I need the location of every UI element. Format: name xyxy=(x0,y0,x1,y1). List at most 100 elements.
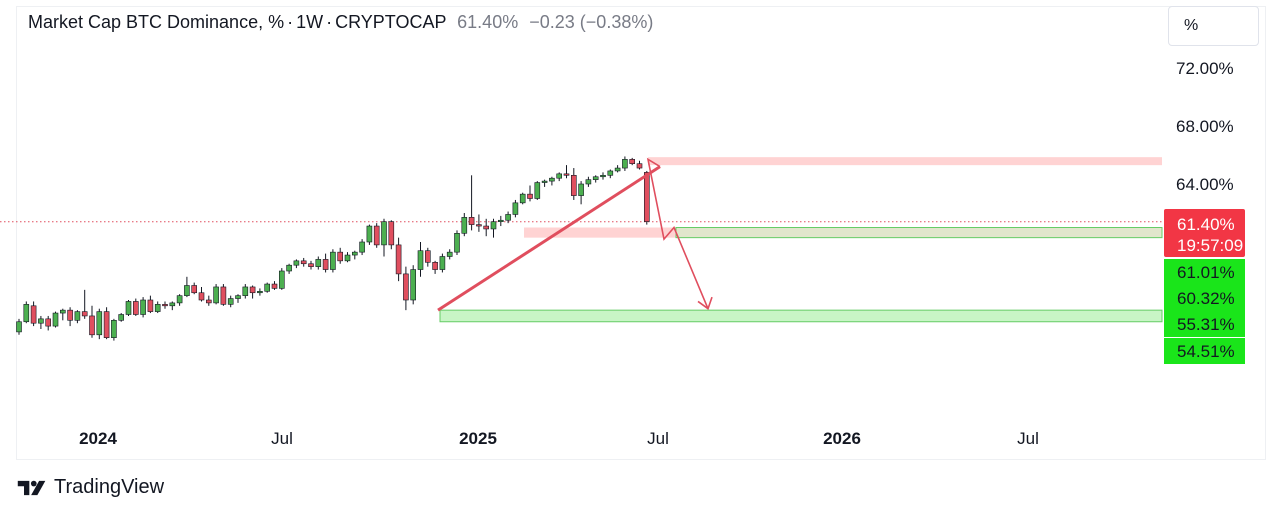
candle xyxy=(89,305,95,338)
candle xyxy=(213,284,219,305)
candle xyxy=(388,220,395,250)
candle xyxy=(169,301,176,311)
candle-body xyxy=(490,221,497,230)
candle-body xyxy=(512,202,519,215)
candle xyxy=(220,284,227,306)
candle xyxy=(607,169,614,179)
candle-body xyxy=(359,241,365,253)
candle xyxy=(592,175,599,183)
candle-body xyxy=(89,315,95,336)
candle-body xyxy=(125,301,132,315)
last-price-label: 61.40% xyxy=(1177,215,1235,234)
candle-body xyxy=(96,311,103,336)
candle xyxy=(337,247,344,264)
candle xyxy=(45,315,52,331)
candle xyxy=(315,256,322,270)
candle xyxy=(118,313,124,322)
projection-arrow-path xyxy=(646,157,709,310)
candle-body xyxy=(176,295,183,304)
candle xyxy=(600,172,606,180)
candle xyxy=(497,215,504,227)
candle-body xyxy=(213,286,219,304)
candle-body xyxy=(563,173,570,176)
candle-body xyxy=(388,221,395,246)
uptrend-line xyxy=(437,165,661,312)
last-price-tag: 61.40% 19:57:09 xyxy=(1164,209,1245,257)
source-label: CRYPTOCAP xyxy=(335,12,447,32)
candle-body xyxy=(439,256,446,270)
candle-body xyxy=(585,179,592,185)
candle xyxy=(446,249,453,260)
candle xyxy=(103,307,110,340)
level-tag-label: 61.01% xyxy=(1177,263,1235,282)
candle-body xyxy=(381,221,387,246)
candle xyxy=(585,176,592,187)
candle-body xyxy=(366,225,373,243)
candle-body xyxy=(169,302,176,307)
candle xyxy=(147,295,154,314)
candle-body xyxy=(227,298,234,305)
candle-body xyxy=(45,318,52,327)
candle xyxy=(81,289,88,319)
candle-body xyxy=(242,286,249,296)
candle-body xyxy=(278,270,285,289)
change-value: −0.23 xyxy=(529,12,575,32)
candle-body xyxy=(395,244,402,275)
candle xyxy=(454,230,460,256)
brand-footer[interactable]: TradingView xyxy=(16,476,164,499)
candle-body xyxy=(614,167,621,172)
candlestick-chart[interactable]: 72.00%68.00%64.00%62.00%2024Jul2025Jul20… xyxy=(0,0,1280,470)
y-tick-label: 72.00% xyxy=(1176,59,1234,78)
candle-body xyxy=(600,175,606,178)
level-tag-bg xyxy=(1164,338,1245,364)
level-tag: 61.01% xyxy=(1164,259,1245,285)
candle xyxy=(74,310,81,324)
candle-body xyxy=(578,183,584,196)
candle-body xyxy=(184,285,190,296)
chart-frame[interactable] xyxy=(16,6,1266,460)
candle xyxy=(432,260,438,274)
candle-body xyxy=(410,269,417,301)
candle xyxy=(381,218,387,257)
level-tag: 60.32% xyxy=(1164,285,1245,311)
candle-body xyxy=(527,193,533,199)
candle xyxy=(133,298,139,316)
candle-body xyxy=(308,263,314,267)
candle xyxy=(461,213,468,237)
candle-body xyxy=(556,173,563,179)
candle-body xyxy=(264,283,271,292)
candle-body xyxy=(454,233,460,253)
candle-body xyxy=(81,311,88,317)
candle-body xyxy=(549,177,555,182)
candle-body xyxy=(191,285,197,294)
x-axis-label: Jul xyxy=(647,429,669,448)
candle xyxy=(271,281,278,290)
candle xyxy=(359,239,365,256)
candle-body xyxy=(322,259,329,270)
candle-body xyxy=(74,311,81,321)
candle-body xyxy=(154,304,161,312)
scale-unit-button[interactable]: % xyxy=(1168,6,1259,46)
candle-body xyxy=(330,251,336,270)
candle xyxy=(278,268,285,290)
candle xyxy=(111,318,117,341)
candle xyxy=(96,308,103,340)
candle xyxy=(505,211,511,224)
candle-body xyxy=(16,321,22,333)
candle xyxy=(322,253,329,273)
symbol-title[interactable]: Market Cap BTC Dominance, % xyxy=(28,12,285,32)
x-axis-label: Jul xyxy=(1017,429,1039,448)
interval-label[interactable]: 1W xyxy=(296,12,324,32)
candle-body xyxy=(446,251,453,257)
candle xyxy=(519,192,526,205)
candle xyxy=(162,301,168,309)
candle-body xyxy=(38,318,44,324)
candle-body xyxy=(403,273,409,301)
candle-body xyxy=(52,312,59,327)
candle-body xyxy=(249,286,256,294)
candle xyxy=(330,249,336,273)
candle xyxy=(439,253,446,273)
level-tag-label: 60.32% xyxy=(1177,289,1235,308)
y-tick-label: 64.00% xyxy=(1176,175,1234,194)
candle xyxy=(541,179,548,187)
